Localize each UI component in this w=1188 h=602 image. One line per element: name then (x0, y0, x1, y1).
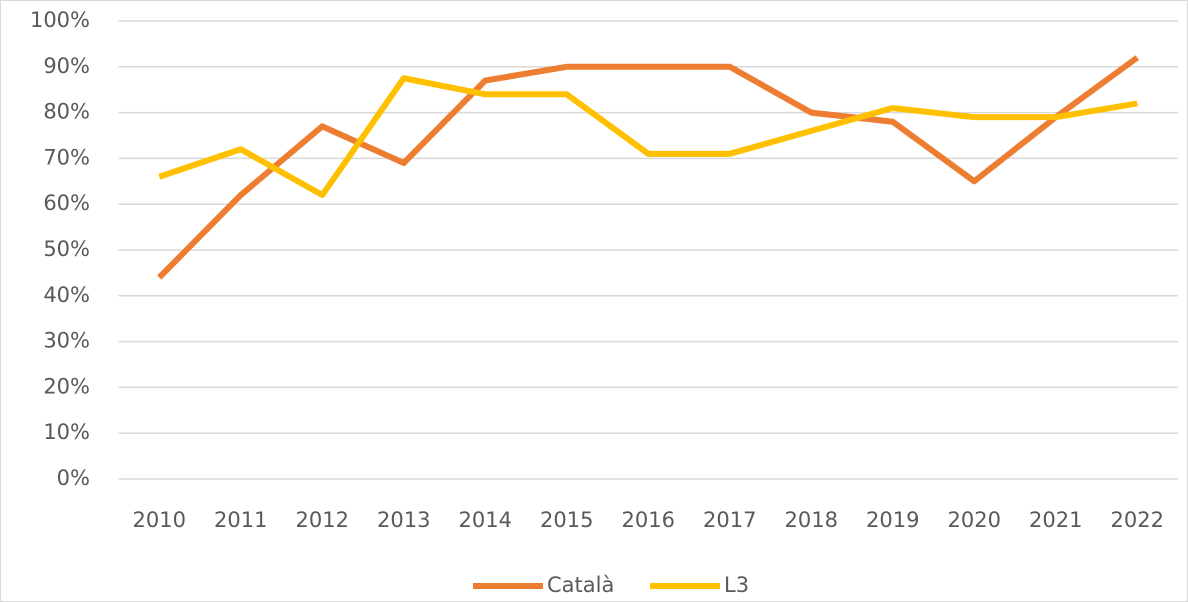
y-tick-label: 10% (43, 420, 90, 444)
x-tick-label: 2011 (214, 508, 267, 532)
series-line (158, 75, 1138, 199)
y-tick-label: 20% (43, 374, 90, 398)
x-tick-label: 2019 (866, 508, 919, 532)
x-tick-label: 2022 (1111, 508, 1164, 532)
x-tick-label: 2018 (785, 508, 838, 532)
x-tick-label: 2012 (296, 508, 349, 532)
y-tick-label: 100% (30, 8, 90, 32)
y-tick-label: 50% (43, 237, 90, 261)
series-line (157, 55, 1140, 280)
legend-label: Català (547, 573, 614, 597)
y-tick-label: 70% (43, 145, 90, 169)
y-tick-label: 30% (43, 329, 90, 353)
x-tick-label: 2014 (459, 508, 512, 532)
y-tick-label: 80% (43, 100, 90, 124)
x-tick-label: 2020 (948, 508, 1001, 532)
x-tick-label: 2010 (133, 508, 186, 532)
y-tick-label: 0% (57, 466, 90, 490)
x-tick-label: 2013 (377, 508, 430, 532)
y-tick-label: 60% (43, 191, 90, 215)
legend-label: L3 (724, 573, 749, 597)
y-tick-label: 90% (43, 54, 90, 78)
x-tick-label: 2015 (540, 508, 593, 532)
x-tick-label: 2021 (1029, 508, 1082, 532)
x-tick-label: 2016 (622, 508, 675, 532)
y-tick-label: 40% (43, 283, 90, 307)
x-tick-label: 2017 (703, 508, 756, 532)
